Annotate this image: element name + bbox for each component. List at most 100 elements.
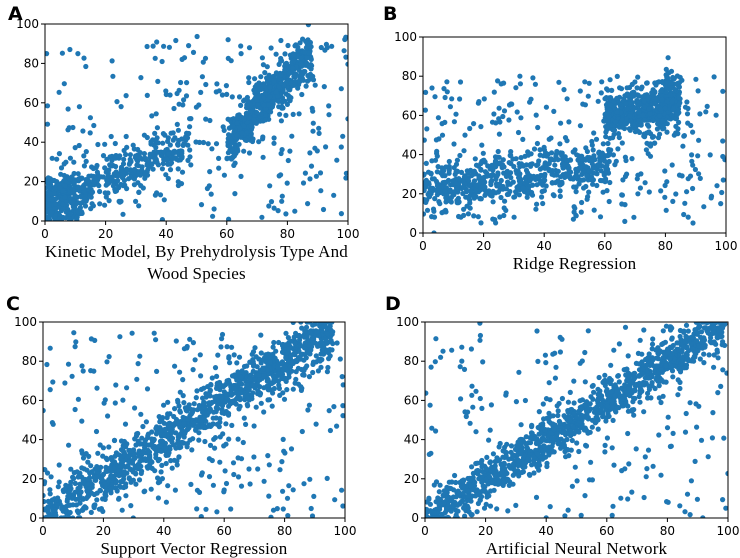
- x-tick-label: 100: [337, 227, 360, 241]
- scatter-point: [225, 37, 231, 43]
- scatter-point: [517, 164, 523, 170]
- scatter-point: [303, 45, 309, 51]
- scatter-point: [225, 55, 231, 62]
- x-tick-label: 60: [219, 227, 234, 241]
- scatter-point: [245, 396, 251, 402]
- scatter-point: [159, 462, 165, 468]
- scatter-point: [641, 133, 647, 139]
- scatter-point: [206, 474, 213, 480]
- scatter-point: [159, 166, 165, 172]
- scatter-point: [223, 421, 229, 427]
- scatter-point: [100, 453, 106, 459]
- scatter-point: [696, 137, 702, 143]
- scatter-point: [486, 437, 492, 443]
- scatter-point: [529, 182, 536, 188]
- scatter-point: [478, 220, 484, 226]
- scatter-point: [253, 354, 259, 360]
- scatter-point: [83, 451, 89, 457]
- scatter-point: [635, 191, 641, 197]
- scatter-point: [173, 37, 179, 44]
- scatter-point: [650, 336, 656, 342]
- scatter-point: [104, 456, 110, 463]
- scatter-point: [619, 124, 625, 130]
- scatter-point: [44, 470, 51, 476]
- scatter-point: [673, 191, 679, 197]
- scatter-point: [624, 85, 630, 91]
- scatter-point: [155, 475, 161, 481]
- scatter-point: [207, 442, 214, 448]
- scatter-point: [241, 116, 247, 122]
- scatter-point: [633, 446, 639, 452]
- scatter-point: [479, 142, 485, 148]
- scatter-point: [606, 146, 612, 153]
- scatter-point: [644, 80, 650, 86]
- scatter-point: [278, 37, 284, 44]
- scatter-point: [136, 189, 142, 195]
- scatter-point: [550, 192, 556, 198]
- scatter-point: [282, 450, 288, 456]
- scatter-point: [662, 168, 668, 174]
- scatter-point: [172, 135, 178, 141]
- scatter-point: [305, 62, 311, 68]
- scatter-point: [107, 162, 113, 168]
- scatter-point: [339, 374, 345, 380]
- scatter-point: [260, 366, 266, 372]
- scatter-point: [506, 117, 512, 123]
- scatter-point: [144, 43, 150, 50]
- scatter-point: [575, 157, 581, 163]
- scatter-point: [288, 446, 295, 452]
- scatter-point: [79, 184, 85, 191]
- scatter-point: [618, 495, 624, 501]
- scatter-point: [612, 119, 619, 125]
- scatter-point: [260, 154, 266, 160]
- scatter-point: [654, 80, 660, 86]
- scatter-point: [304, 55, 310, 61]
- scatter-point: [212, 445, 218, 451]
- scatter-point: [638, 171, 644, 177]
- scatter-point: [319, 325, 325, 331]
- scatter-point: [664, 121, 670, 127]
- scatter-point: [494, 506, 500, 512]
- scatter-point: [461, 174, 468, 180]
- scatter-point: [84, 494, 91, 500]
- scatter-point: [658, 399, 664, 406]
- scatter-point: [583, 164, 589, 170]
- scatter-point: [238, 386, 244, 392]
- scatter-point: [194, 33, 200, 40]
- scatter-point: [119, 171, 125, 178]
- scatter-point: [104, 468, 110, 474]
- scatter-point: [245, 98, 251, 104]
- scatter-point: [491, 111, 497, 117]
- scatter-point: [600, 189, 606, 195]
- scatter-point: [504, 168, 510, 174]
- scatter-point: [113, 163, 119, 170]
- scatter-point: [701, 360, 707, 366]
- scatter-point: [298, 71, 304, 77]
- scatter-point: [111, 437, 118, 444]
- scatter-point: [566, 119, 572, 125]
- scatter-point: [305, 201, 311, 207]
- scatter-point: [317, 343, 323, 349]
- scatter-point: [165, 399, 171, 405]
- scatter-point: [131, 455, 137, 461]
- scatter-point: [471, 178, 478, 184]
- scatter-point: [96, 506, 102, 512]
- scatter-point: [216, 165, 222, 171]
- scatter-point: [174, 121, 180, 127]
- scatter-point: [453, 479, 459, 486]
- scatter-point: [282, 342, 289, 348]
- scatter-point: [341, 48, 347, 54]
- scatter-point: [133, 198, 139, 204]
- scatter-point: [433, 178, 439, 184]
- scatter-point: [622, 218, 628, 224]
- y-tick-label: 0: [29, 511, 37, 525]
- scatter-point: [447, 104, 453, 110]
- scatter-point: [257, 377, 263, 383]
- scatter-point: [305, 407, 311, 413]
- scatter-point: [663, 207, 669, 213]
- scatter-point: [159, 439, 165, 445]
- scatter-point: [271, 135, 277, 141]
- scatter-point: [689, 152, 695, 158]
- scatter-point: [495, 154, 501, 160]
- scatter-point: [622, 173, 629, 179]
